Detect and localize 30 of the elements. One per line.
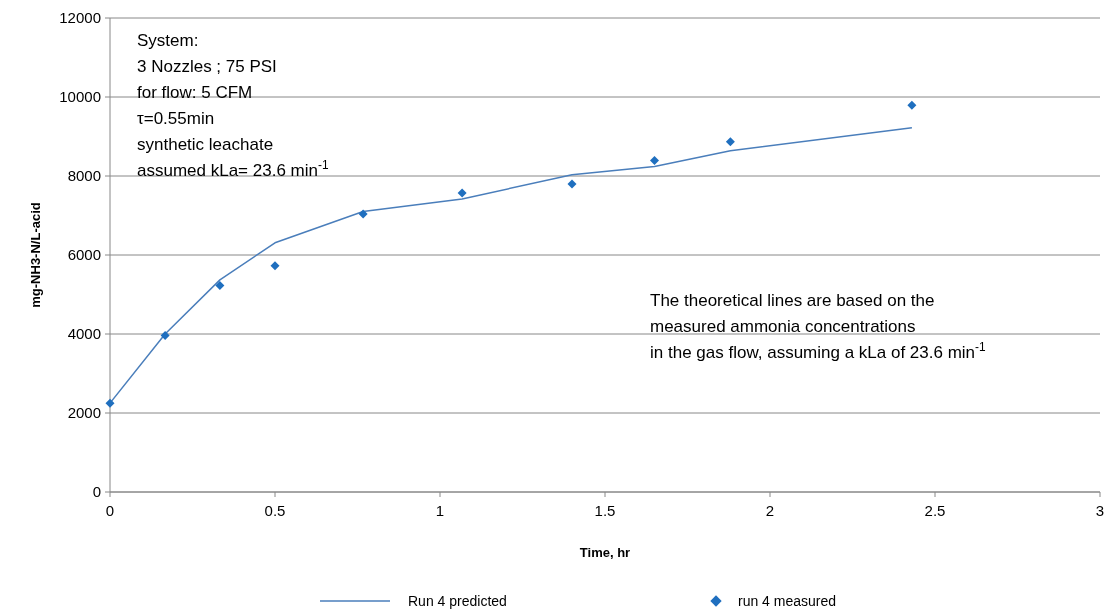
x-tick-label: 0	[105, 502, 115, 519]
point	[358, 209, 368, 219]
point	[457, 188, 467, 198]
annotation: System: 3 Nozzles ; 75 PSI for flow: 5 CFM τ=0.55min synthetic leachate assumed kLa= 23.6 min$^{-1}$	[137, 31, 329, 180]
x-tick-label: 0.5	[264, 502, 286, 519]
y-tick-label: 2000	[67, 404, 101, 421]
point	[650, 156, 659, 166]
x-tick-label: 3	[1095, 502, 1105, 519]
y-tick-label: 10000	[59, 88, 101, 105]
point	[215, 280, 225, 290]
y-tick-label: 6000	[67, 246, 101, 263]
y-tick-label: 0	[92, 483, 101, 500]
y-axis-title: mg-NH3-N/L-acid	[28, 202, 43, 308]
legend-label: run 4 measured	[738, 593, 837, 609]
y-tick-label: 8000	[67, 167, 101, 184]
x-axis-title: Time, hr	[579, 545, 631, 560]
x-tick-label: 2	[765, 502, 775, 519]
x-tick-label: 1	[435, 502, 445, 519]
legend-label: Run 4 predicted	[408, 593, 507, 609]
y-tick-label: 4000	[67, 325, 101, 342]
point	[160, 331, 170, 341]
point	[567, 179, 577, 189]
annotation: The theoretical lines are based on the measured ammonia concentrations in the gas flow, assuming a kLa of 23.6 min$^{-1}$	[650, 291, 987, 362]
point	[105, 398, 115, 408]
y-tick-label: 12000	[59, 9, 101, 26]
point	[907, 100, 917, 110]
x-tick-label: 1.5	[594, 502, 616, 519]
point	[270, 261, 280, 271]
x-tick-label: 2.5	[924, 502, 946, 519]
point	[725, 137, 735, 147]
